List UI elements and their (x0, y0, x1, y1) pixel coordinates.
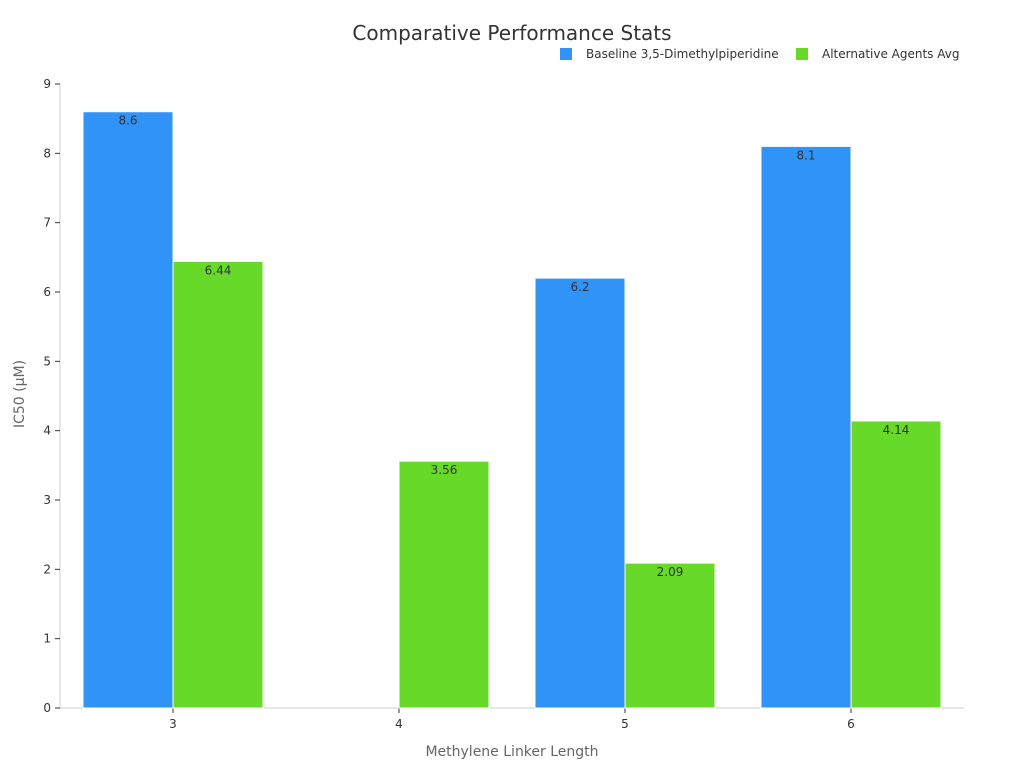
x-tick-label: 3 (169, 717, 177, 731)
data-label: 6.44 (205, 263, 232, 277)
y-tick-label: 1 (43, 632, 51, 646)
bar-alternative-4[interactable] (398, 460, 490, 709)
data-label: 8.6 (118, 114, 137, 128)
legend-label: Baseline 3,5-Dimethylpiperidine (586, 47, 779, 61)
chart-title: Comparative Performance Stats (352, 21, 671, 45)
bar-baseline-3[interactable] (82, 111, 174, 709)
bar-baseline-5[interactable] (534, 277, 626, 709)
x-tick-label: 4 (395, 717, 403, 731)
y-axis: 0 1 2 3 4 5 6 7 8 9 (43, 77, 61, 715)
x-axis: 3 4 5 6 (60, 707, 964, 731)
data-label: 8.1 (796, 148, 815, 162)
y-tick-label: 2 (43, 562, 51, 576)
y-tick-label: 0 (43, 701, 51, 715)
x-tick-label: 6 (847, 717, 855, 731)
y-tick-label: 7 (43, 216, 51, 230)
y-axis-title: IC50 (μM) (12, 360, 28, 428)
data-label: 2.09 (657, 565, 684, 579)
data-label: 6.2 (570, 280, 589, 294)
bar-baseline-6[interactable] (760, 145, 852, 709)
legend-label: Alternative Agents Avg (822, 47, 959, 61)
x-axis-title: Methylene Linker Length (425, 744, 598, 760)
x-tick-label: 5 (621, 717, 629, 731)
y-tick-label: 4 (43, 424, 51, 438)
legend-swatch (560, 48, 572, 60)
bars (82, 111, 942, 709)
y-tick-label: 3 (43, 493, 51, 507)
y-tick-label: 5 (43, 354, 51, 368)
bar-alternative-6[interactable] (850, 420, 942, 709)
legend-swatch (796, 48, 808, 60)
y-tick-label: 6 (43, 285, 51, 299)
legend: Baseline 3,5-Dimethylpiperidine Alternati… (560, 47, 959, 61)
y-tick-label: 8 (43, 146, 51, 160)
bar-alternative-5[interactable] (624, 562, 716, 709)
y-tick-label: 9 (43, 77, 51, 91)
data-label: 4.14 (883, 423, 910, 437)
data-label: 3.56 (431, 463, 458, 477)
data-labels: 8.6 6.44 3.56 6.2 2.09 8.1 4.14 (118, 114, 909, 579)
bar-alternative-3[interactable] (172, 260, 264, 709)
